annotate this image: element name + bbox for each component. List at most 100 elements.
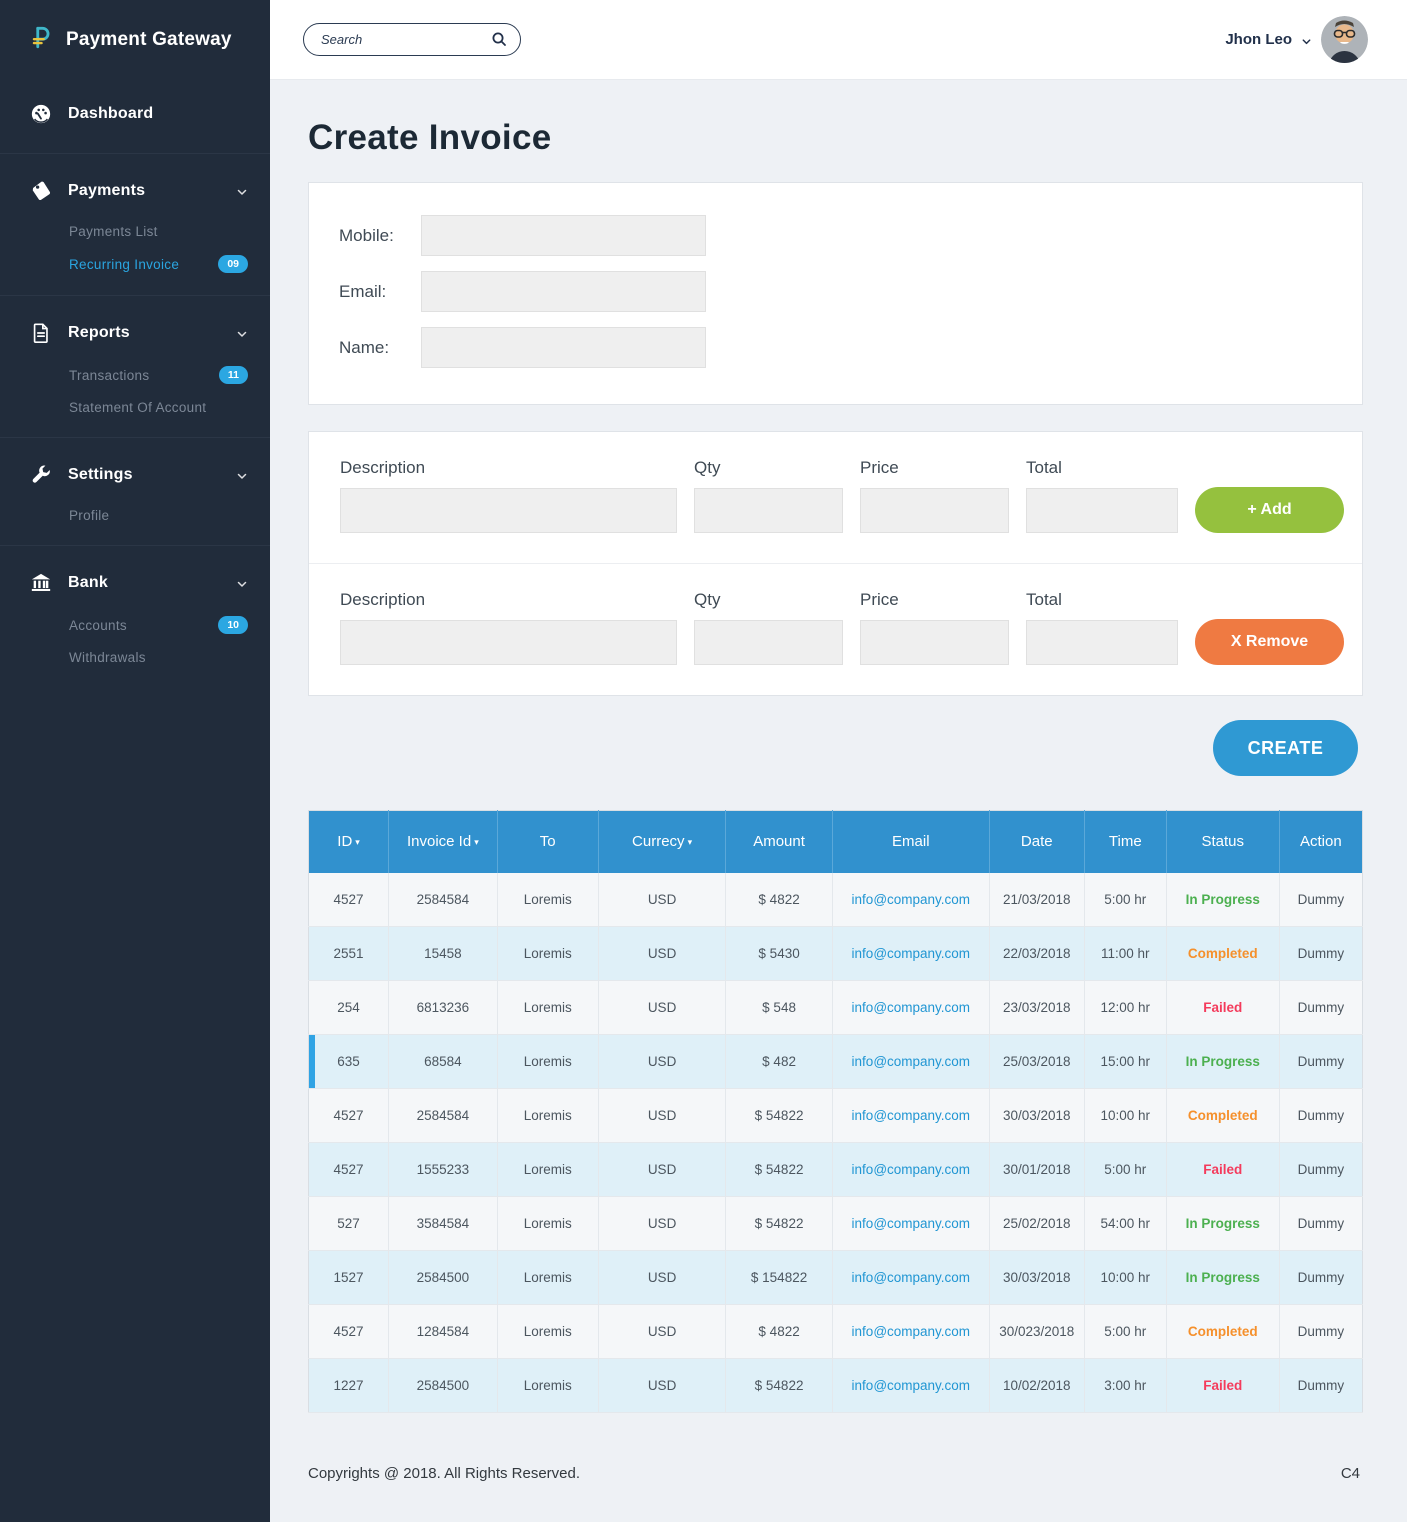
sidebar-subitem-recurring-invoice[interactable]: Recurring Invoice 09 — [0, 247, 270, 281]
sidebar-item-bank[interactable]: Bank — [0, 556, 270, 608]
cell-time: 12:00 hr — [1084, 980, 1167, 1035]
cell-action[interactable]: Dummy — [1279, 926, 1363, 981]
sort-caret-icon: ▾ — [355, 837, 360, 848]
email-link[interactable]: info@company.com — [851, 1270, 971, 1285]
cell-amount: $ 548 — [725, 980, 833, 1035]
email-link[interactable]: info@company.com — [851, 1378, 971, 1393]
email-link[interactable]: info@company.com — [851, 1108, 971, 1123]
invoice-item-row: Description Qty Price Total X Remove — [309, 563, 1362, 695]
cell-action[interactable]: Dummy — [1279, 1196, 1363, 1251]
description-input[interactable] — [340, 488, 677, 533]
sidebar-item-dashboard[interactable]: Dashboard — [0, 87, 270, 139]
menu-group-settings: Settings Profile — [0, 437, 270, 545]
email-link[interactable]: info@company.com — [851, 1000, 971, 1015]
total-input[interactable] — [1026, 620, 1178, 665]
cell-action[interactable]: Dummy — [1279, 1142, 1363, 1197]
sidebar-item-settings[interactable]: Settings — [0, 448, 270, 500]
cell-action[interactable]: Dummy — [1279, 1358, 1363, 1413]
cell-id: 4527 — [308, 872, 390, 927]
cell-id: 1527 — [308, 1250, 390, 1305]
cell-time: 15:00 hr — [1084, 1034, 1167, 1089]
create-button[interactable]: CREATE — [1213, 720, 1358, 776]
cell-to: Loremis — [497, 872, 599, 927]
table-row[interactable]: 1527 2584500 Loremis USD $ 154822 info@compan… — [308, 1250, 1363, 1305]
cell-amount: $ 54822 — [725, 1196, 833, 1251]
email-link[interactable]: info@company.com — [851, 1054, 971, 1069]
email-link[interactable]: info@company.com — [851, 1324, 971, 1339]
total-input[interactable] — [1026, 488, 1178, 533]
price-input[interactable] — [860, 488, 1009, 533]
cell-id: 527 — [308, 1196, 390, 1251]
sidebar-subitem-accounts[interactable]: Accounts 10 — [0, 608, 270, 642]
table-row[interactable]: 254 6813236 Loremis USD $ 548 info@company.co… — [308, 980, 1363, 1035]
cell-invoice-id: 2584500 — [388, 1358, 498, 1413]
table-row[interactable]: 4527 1555233 Loremis USD $ 54822 info@company… — [308, 1142, 1363, 1197]
status-badge: In Progress — [1166, 1250, 1280, 1305]
qty-input[interactable] — [694, 488, 843, 533]
email-field[interactable] — [421, 271, 706, 312]
cell-currency: USD — [598, 1358, 727, 1413]
sidebar-item-label: Reports — [68, 324, 130, 341]
add-item-button[interactable]: + Add — [1195, 487, 1344, 533]
cell-id: 635 — [308, 1034, 390, 1089]
email-link[interactable]: info@company.com — [851, 1216, 971, 1231]
cell-to: Loremis — [497, 1088, 599, 1143]
column-header-currecy[interactable]: Currecy ▾ — [598, 810, 727, 873]
form-row-email: Email: — [339, 271, 1332, 312]
column-header-id[interactable]: ID ▾ — [308, 810, 390, 873]
cell-currency: USD — [598, 926, 727, 981]
logo[interactable]: Payment Gateway — [0, 0, 270, 77]
table-row[interactable]: 4527 2584584 Loremis USD $ 54822 info@company… — [308, 1088, 1363, 1143]
email-link[interactable]: info@company.com — [851, 891, 971, 907]
cell-action[interactable]: Dummy — [1279, 1304, 1363, 1359]
sidebar-subitem-label: Recurring Invoice — [69, 256, 180, 272]
cell-id: 1227 — [308, 1358, 390, 1413]
column-header-email: Email — [832, 810, 990, 873]
cell-currency: USD — [598, 872, 727, 927]
table-row[interactable]: 2551 15458 Loremis USD $ 5430 info@company.co… — [308, 926, 1363, 981]
cell-action[interactable]: Dummy — [1279, 1250, 1363, 1305]
name-field[interactable] — [421, 327, 706, 368]
email-link[interactable]: info@company.com — [851, 1162, 971, 1177]
column-header-status: Status — [1166, 810, 1280, 873]
cell-action[interactable]: Dummy — [1279, 1034, 1363, 1089]
sidebar-subitem-statement-of-account[interactable]: Statement Of Account — [0, 392, 270, 423]
sort-caret-icon: ▾ — [474, 837, 479, 848]
cell-action[interactable]: Dummy — [1279, 1088, 1363, 1143]
chevron-down-icon — [236, 185, 248, 197]
cell-action[interactable]: Dummy — [1279, 872, 1363, 927]
email-link[interactable]: info@company.com — [851, 946, 971, 961]
sidebar-subitem-payments-list[interactable]: Payments List — [0, 216, 270, 247]
cell-to: Loremis — [497, 1196, 599, 1251]
table-row[interactable]: 1227 2584500 Loremis USD $ 54822 info@company… — [308, 1358, 1363, 1413]
table-row[interactable]: 527 3584584 Loremis USD $ 54822 info@company.… — [308, 1196, 1363, 1251]
cell-id: 4527 — [308, 1142, 390, 1197]
app-title: Payment Gateway — [66, 28, 232, 50]
table-row[interactable]: 4527 1284584 Loremis USD $ 4822 info@company.… — [308, 1304, 1363, 1359]
sidebar-item-payments[interactable]: Payments — [0, 164, 270, 216]
cell-action[interactable]: Dummy — [1279, 980, 1363, 1035]
price-label: Price — [860, 590, 899, 609]
column-header-to: To — [497, 810, 599, 873]
table-row[interactable]: 4527 2584584 Loremis USD $ 4822 info@company.… — [308, 872, 1363, 927]
cell-currency: USD — [598, 1142, 727, 1197]
cell-email: info@company.com — [832, 1034, 990, 1089]
table-row[interactable]: 635 68584 Loremis USD $ 482 info@company.com 2… — [308, 1034, 1363, 1089]
invoice-items-card: Description Qty Price Total + Add Description… — [308, 431, 1363, 696]
user-menu[interactable]: Jhon Leo — [1225, 16, 1368, 63]
menu-group-bank: Bank Accounts 10 Withdrawals — [0, 545, 270, 687]
column-header-invoice-id[interactable]: Invoice Id ▾ — [388, 810, 498, 873]
sidebar-subitem-transactions[interactable]: Transactions 11 — [0, 358, 270, 392]
avatar[interactable] — [1321, 16, 1368, 63]
price-input[interactable] — [860, 620, 1009, 665]
sidebar-item-reports[interactable]: Reports — [0, 306, 270, 358]
remove-item-button[interactable]: X Remove — [1195, 619, 1344, 665]
search-icon[interactable] — [491, 31, 507, 47]
search-input[interactable] — [303, 23, 521, 56]
sidebar-subitem-profile[interactable]: Profile — [0, 500, 270, 531]
qty-input[interactable] — [694, 620, 843, 665]
sidebar-subitem-withdrawals[interactable]: Withdrawals — [0, 642, 270, 673]
description-input[interactable] — [340, 620, 677, 665]
sidebar-subitem-label: Statement Of Account — [69, 400, 207, 415]
mobile-field[interactable] — [421, 215, 706, 256]
